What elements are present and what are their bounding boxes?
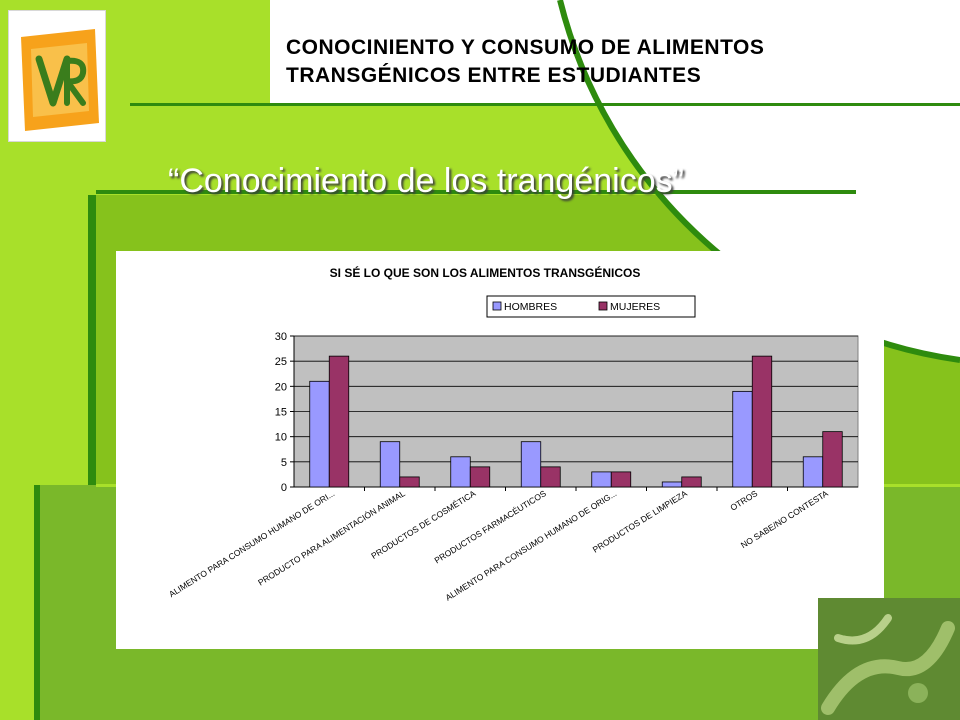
header-title-line2: TRANSGÉNICOS ENTRE ESTUDIANTES [286, 64, 702, 87]
logo [8, 10, 106, 142]
bar-hombres [309, 380, 330, 488]
legend-label-hombres: HOMBRES [504, 301, 557, 313]
y-tick-label: 0 [281, 482, 287, 494]
bar-mujeres [751, 355, 773, 488]
x-category-label: PRODUCTOS FARMACÉUTICOS [433, 488, 549, 565]
bar-hombres [732, 390, 753, 488]
plant-photo [818, 598, 960, 720]
bar-hombres [591, 471, 612, 488]
bar-mujeres [681, 476, 702, 488]
bar-mujeres [822, 431, 843, 488]
x-category-label: OTROS [728, 488, 759, 513]
slide-subtitle: “Conocimiento de los trangénicos” [168, 162, 684, 200]
bar-hombres [661, 481, 683, 488]
bar-chart: SI SÉ LO QUE SON LOS ALIMENTOS TRANSGÉNI… [167, 265, 859, 603]
y-tick-label: 20 [275, 381, 287, 393]
bar-hombres [450, 456, 471, 488]
bar-hombres [379, 441, 401, 488]
y-tick-label: 15 [275, 407, 287, 419]
bar-mujeres [469, 466, 491, 488]
chart-panel: SI SÉ LO QUE SON LOS ALIMENTOS TRANSGÉNI… [116, 251, 884, 649]
y-tick-label: 25 [275, 356, 287, 368]
bar-mujeres [328, 355, 350, 488]
y-tick-label: 5 [281, 457, 287, 469]
header-title: CONOCINIENTO Y CONSUMO DE ALIMENTOS TRAN… [286, 34, 926, 90]
header-title-line1: CONOCINIENTO Y CONSUMO DE ALIMENTOS [286, 36, 765, 59]
legend-label-mujeres: MUJERES [610, 301, 660, 313]
chart-title: SI SÉ LO QUE SON LOS ALIMENTOS TRANSGÉNI… [330, 265, 641, 280]
bar-mujeres [610, 471, 632, 488]
bar-hombres [802, 456, 824, 488]
bar-mujeres [399, 476, 420, 488]
chart-legend [486, 295, 696, 318]
legend-swatch-mujeres [598, 301, 608, 311]
y-tick-label: 10 [275, 432, 287, 444]
bar-hombres [520, 441, 542, 488]
bar-mujeres [540, 466, 561, 488]
logo-graphic [21, 29, 99, 131]
x-category-label: PRODUCTO PARA ALIMENTACIÓN ANIMAL [256, 488, 407, 587]
legend-swatch-hombres [492, 301, 502, 311]
y-tick-label: 30 [275, 331, 287, 343]
